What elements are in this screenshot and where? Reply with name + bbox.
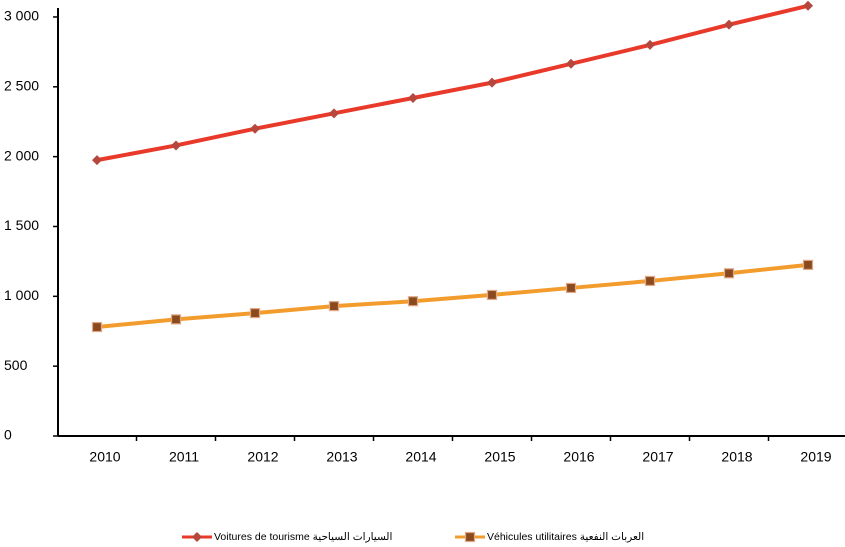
marker (723, 268, 735, 279)
x-tick-label: 2011 (169, 449, 199, 465)
y-tick-label: 500 (4, 357, 28, 373)
y-tick-label: 1 000 (4, 287, 39, 303)
marker (328, 301, 340, 312)
marker (802, 259, 814, 270)
marker (565, 282, 577, 294)
series-line (96, 262, 809, 330)
marker (170, 314, 182, 325)
marker (249, 307, 261, 319)
marker (803, 0, 813, 11)
x-tick-label: 2012 (247, 449, 278, 465)
series-line (96, 3, 809, 163)
legend-marker (192, 532, 202, 542)
x-tick-label: 2018 (721, 449, 752, 465)
x-tick-label: 2010 (89, 449, 120, 465)
marker (407, 296, 419, 307)
y-tick-label: 2 000 (4, 147, 39, 163)
marker (408, 92, 418, 103)
marker (645, 39, 655, 50)
marker (92, 155, 102, 166)
y-tick-label: 2 500 (4, 78, 39, 94)
x-tick-label: 2013 (326, 449, 357, 465)
marker (329, 108, 339, 119)
x-tick-label: 2017 (642, 449, 673, 465)
x-tick-label: 2016 (563, 449, 594, 465)
x-tick-label: 2014 (405, 449, 436, 465)
marker (91, 321, 103, 333)
marker (644, 275, 656, 287)
legend-label: Véhicules utilitaires العربات النفعية (487, 531, 644, 543)
legend-marker (464, 531, 476, 543)
marker (487, 77, 497, 88)
marker (724, 19, 734, 30)
x-tick-label: 2015 (484, 449, 515, 465)
y-tick-label: 1 500 (4, 217, 39, 233)
marker (171, 140, 181, 151)
y-tick-label: 0 (4, 427, 12, 443)
x-tick-label: 2019 (800, 449, 831, 465)
marker (486, 289, 498, 301)
legend-label: Voitures de tourisme السيارات السياحية (214, 531, 393, 543)
marker (250, 123, 260, 134)
y-tick-label: 3 000 (4, 8, 39, 24)
marker (566, 58, 576, 69)
